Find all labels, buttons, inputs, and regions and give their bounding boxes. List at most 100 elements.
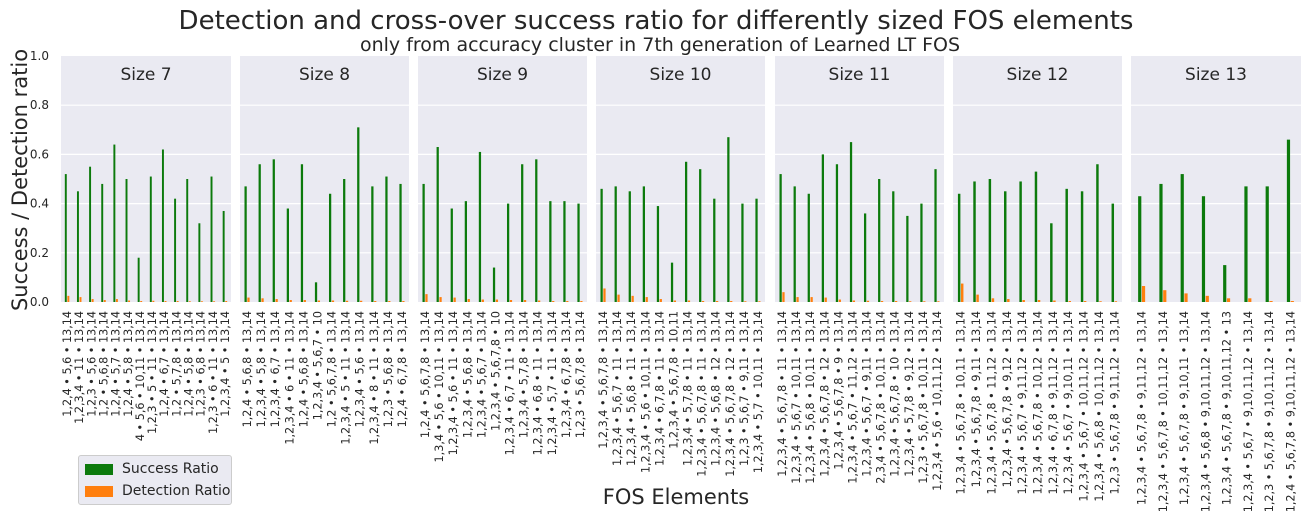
bar-success [563, 201, 566, 302]
bar-success [1065, 188, 1068, 302]
bar-success [614, 186, 617, 302]
bar-detection [247, 297, 250, 302]
bar-success [1080, 191, 1084, 302]
bar-success [957, 193, 961, 302]
panel-title: Size 11 [829, 65, 891, 85]
bar-detection [1226, 298, 1231, 302]
bar-success [422, 183, 425, 302]
bar-success [286, 208, 289, 302]
bar-detection [744, 301, 747, 302]
x-tick-label: 1,2,3,4 • 5,6,7,8 • 10,11 • 13,14 [955, 311, 968, 494]
bar-success [1050, 223, 1053, 302]
x-tick-label: 1,2,3,4 • 6,7 • 13,14 [269, 311, 282, 427]
bar-success [137, 257, 140, 302]
bar-detection [909, 301, 912, 302]
bar-detection [289, 300, 292, 302]
legend-swatch-success [85, 463, 113, 475]
bar-detection [730, 301, 733, 302]
bar-success [125, 179, 128, 302]
bar-success [535, 159, 538, 302]
x-tick-label: 1,2,3,4 • 5,7 • 11 • 13,14 [546, 311, 559, 455]
bar-detection [701, 301, 705, 302]
bar-success [161, 149, 164, 302]
x-tick-label: 1,2,4 • 6,7,8 • 13,14 [396, 311, 409, 427]
bar-detection [796, 297, 799, 302]
bar-detection [716, 301, 719, 302]
bar-success [934, 169, 937, 302]
bar-success [1138, 196, 1142, 302]
x-tick-label: 1,2,3,4 • 5,6,7,8 • 9,10,11 • 13,14 [1178, 311, 1191, 505]
bar-detection [1007, 299, 1010, 302]
bar-detection [976, 294, 979, 302]
panel-background [775, 56, 944, 302]
x-tick-label: 1,2,3,4 • 5,6,7 • 10,11 • 13,14 [790, 311, 803, 484]
bar-detection [552, 301, 555, 302]
x-tick-label: 1,2,3,4 • 5,6,7 • 13,14 [475, 311, 488, 438]
x-tick-label: 1,2 • 5,6,7,8 • 13,14 [326, 311, 339, 427]
x-tick-label: 1,2,3,4 • 5,6,8 • 12 • 13,14 [710, 311, 723, 466]
x-tick-label: 1,2 • 5,6,8 • 13,14 [98, 311, 111, 417]
bar-detection [538, 300, 541, 302]
bar-detection [1248, 298, 1252, 302]
bar-success [988, 179, 992, 302]
bar-detection [758, 301, 761, 302]
bar-success [577, 203, 580, 302]
x-tick-label: 1,2,3,4 • 5,6,7 • 9,10,11,12 • 13,14 [1242, 311, 1255, 512]
x-tick-label: 1,2,3,4 • 5,6,8 • 10,11,12 • 13,14 [1093, 311, 1106, 502]
x-tick-label: 1,2,3 • 5,6,7,8 • 9,11,12 • 13,14 [1108, 311, 1121, 494]
bar-success [371, 186, 374, 302]
bar-success [1034, 171, 1038, 302]
bar-detection [838, 299, 841, 302]
bar-detection [453, 297, 456, 302]
x-tick-label: 1,2,3,4 • 5,6,7,8 • 9 • 13,14 [832, 311, 845, 470]
bar-success [1244, 186, 1248, 302]
x-tick-label: 1,2,3 • 6 • 11 • 13,14 [207, 311, 220, 434]
legend-item-detection: Detection Ratio [85, 481, 230, 501]
x-tick-label: 1,2,4 • 5,8 • 13,14 [183, 311, 196, 417]
x-tick-label: 1,2,3,4 • 5,6,7,8 • 12 • 13,14 [818, 311, 831, 477]
bar-success [835, 164, 839, 302]
x-tick-label: 1,2,3,4 • 5,6 • 13,14 [354, 311, 367, 427]
bar-success [436, 147, 439, 302]
bar-detection [374, 301, 377, 302]
panel-background [953, 56, 1122, 302]
bar-detection [1141, 286, 1146, 302]
x-axis-label: FOS Elements [603, 485, 750, 509]
bar-detection [103, 300, 106, 302]
bar-success [343, 179, 346, 302]
bar-detection [261, 298, 264, 302]
x-tick-label: 1,2,4 • 5,6,7,8 • 13,14 [419, 311, 432, 438]
bar-success [779, 174, 782, 302]
bar-success [1111, 203, 1115, 302]
x-tick-label: 1,2,4 • 5,6,8 • 13,14 [297, 311, 310, 427]
bar-detection [1269, 301, 1273, 302]
bar-detection [200, 301, 203, 302]
legend-label-success: Success Ratio [122, 461, 219, 477]
bar-success [186, 179, 189, 302]
bar-detection [937, 301, 940, 302]
bar-success [642, 186, 645, 302]
x-tick-label: 1,2,3 • 5,6,7,8 • 10,11 • 13,14 [917, 311, 930, 484]
x-tick-label: 1,2,3,4 • 5,6,7,8 • 11,12 • 13,14 [985, 311, 998, 494]
bar-detection [523, 300, 527, 302]
bar-success [210, 176, 213, 302]
bar-success [656, 206, 660, 302]
bar-success [258, 164, 261, 302]
bar-detection [164, 301, 167, 302]
x-tick-label: 1,2,3,4 • 5,6,7,8 • 9,12 • 13,14 [1001, 311, 1014, 487]
bar-success [492, 267, 496, 302]
bar-detection [360, 300, 363, 302]
y-tick-label: 0.4 [30, 197, 49, 211]
chart-panel: Size 13 1,2,3,4 • 5,6,7,8 • 9,11,12 • 13,… [1131, 56, 1301, 512]
bar-detection [1053, 300, 1056, 302]
panel-title: Size 13 [1185, 65, 1247, 85]
bar-success [1223, 265, 1227, 302]
bar-detection [852, 300, 856, 302]
legend-label-detection: Detection Ratio [122, 483, 231, 499]
bar-detection [1114, 301, 1118, 302]
x-tick-label: 1,2,3,4 • 5,6,7,8 • 10,11 [667, 311, 680, 449]
bar-detection [213, 301, 216, 302]
bar-detection [67, 295, 70, 302]
panel-background [1131, 56, 1301, 302]
